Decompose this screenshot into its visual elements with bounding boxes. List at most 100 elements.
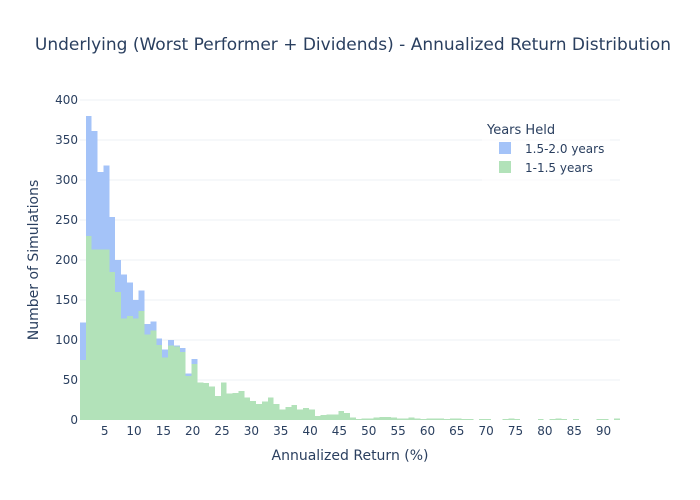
histogram-bar[interactable]	[308, 409, 315, 420]
histogram-bar[interactable]	[549, 419, 556, 420]
histogram-bar[interactable]	[344, 412, 350, 420]
histogram-bar[interactable]	[256, 404, 262, 420]
histogram-bar[interactable]	[602, 419, 609, 420]
y-axis-tick-labels: 0 50 100 150 200 250 300 350 400	[55, 93, 78, 427]
histogram-bar[interactable]	[91, 249, 98, 420]
legend-label-1-5-2-0-years[interactable]: 1.5-2.0 years	[525, 142, 604, 156]
x-tick-label: 85	[567, 424, 582, 438]
histogram-bar[interactable]	[361, 418, 368, 420]
histogram-bar[interactable]	[408, 417, 415, 420]
histogram-bar[interactable]	[85, 236, 92, 420]
histogram-bar[interactable]	[273, 404, 280, 420]
histogram-bar[interactable]	[279, 409, 286, 420]
y-tick-label: 250	[55, 213, 78, 227]
histogram-bar[interactable]	[185, 376, 192, 420]
histogram-bar[interactable]	[443, 419, 450, 420]
x-axis-label: Annualized Return (%)	[272, 448, 429, 464]
histogram-bar[interactable]	[109, 272, 116, 420]
legend-swatch-1-1-5-years[interactable]	[499, 161, 511, 173]
histogram-bar[interactable]	[220, 382, 227, 420]
legend-label-1-1-5-years[interactable]: 1-1.5 years	[525, 161, 593, 175]
histogram-bar[interactable]	[420, 419, 427, 420]
histogram-bar[interactable]	[103, 249, 110, 420]
histogram-bar[interactable]	[332, 414, 339, 420]
histogram-bar[interactable]	[438, 418, 444, 420]
histogram-bar[interactable]	[150, 330, 157, 420]
y-tick-label: 300	[55, 173, 78, 187]
histogram-bar[interactable]	[573, 419, 579, 420]
chart-title: Underlying (Worst Performer + Dividends)…	[35, 35, 671, 55]
histogram-bar[interactable]	[485, 419, 491, 420]
histogram-bar[interactable]	[238, 391, 245, 420]
histogram-bar[interactable]	[179, 352, 186, 420]
histogram-bar[interactable]	[449, 418, 456, 420]
histogram-bar[interactable]	[209, 386, 215, 420]
histogram-bar[interactable]	[432, 418, 439, 420]
histogram-bar[interactable]	[162, 357, 169, 420]
histogram-bar[interactable]	[414, 418, 421, 420]
histogram-bar[interactable]	[502, 419, 509, 420]
histogram-bar[interactable]	[303, 408, 309, 420]
x-tick-label: 55	[390, 424, 405, 438]
histogram-bar[interactable]	[203, 383, 210, 420]
histogram-bar[interactable]	[80, 360, 86, 420]
histogram-bar[interactable]	[461, 419, 468, 420]
x-tick-label: 75	[508, 424, 523, 438]
histogram-bar[interactable]	[596, 419, 603, 420]
histogram-bar[interactable]	[132, 318, 139, 420]
y-tick-label: 200	[55, 253, 78, 267]
histogram-bar[interactable]	[138, 311, 145, 420]
histogram-bar[interactable]	[555, 418, 562, 420]
histogram-bar[interactable]	[267, 397, 274, 420]
histogram-bar[interactable]	[191, 364, 198, 420]
histogram-bar[interactable]	[285, 407, 292, 420]
histogram-bar[interactable]	[350, 417, 356, 420]
histogram-bar[interactable]	[391, 417, 397, 420]
histogram-bar[interactable]	[297, 409, 304, 420]
histogram-bar[interactable]	[426, 418, 433, 420]
x-tick-label: 10	[126, 424, 141, 438]
histogram-bar[interactable]	[144, 334, 151, 420]
x-tick-label: 60	[420, 424, 435, 438]
histogram-bar[interactable]	[355, 419, 362, 420]
histogram-bar[interactable]	[396, 418, 403, 420]
histogram-bar[interactable]	[173, 346, 180, 420]
histogram-bar[interactable]	[215, 396, 221, 420]
histogram-bar[interactable]	[467, 419, 474, 420]
histogram-bar[interactable]	[232, 392, 239, 420]
histogram-bar[interactable]	[373, 417, 380, 420]
histogram-bar[interactable]	[156, 344, 163, 420]
histogram-bar[interactable]	[561, 419, 568, 420]
histogram-bar[interactable]	[121, 318, 127, 420]
histogram-bar[interactable]	[226, 393, 233, 420]
histogram-bar[interactable]	[479, 419, 485, 420]
histogram-bar[interactable]	[402, 418, 409, 420]
histogram-bar[interactable]	[126, 316, 133, 420]
histogram-bar[interactable]	[614, 418, 620, 420]
legend-swatch-1-5-2-0-years[interactable]	[499, 142, 511, 154]
histogram-bar[interactable]	[508, 418, 515, 420]
y-axis-label: Number of Simulations	[26, 180, 42, 341]
x-tick-label: 25	[214, 424, 229, 438]
histogram-bar[interactable]	[97, 249, 104, 420]
histogram-bar[interactable]	[537, 419, 544, 420]
histogram-bar[interactable]	[261, 401, 268, 420]
histogram-bar[interactable]	[320, 415, 327, 420]
histogram-bar[interactable]	[244, 397, 251, 420]
histogram-bar[interactable]	[115, 292, 122, 420]
histogram-bar[interactable]	[291, 404, 298, 420]
histogram-bar[interactable]	[168, 345, 174, 420]
histogram-bar[interactable]	[326, 414, 333, 420]
histogram-bar[interactable]	[514, 419, 521, 420]
histogram-bar[interactable]	[338, 411, 345, 420]
histogram-bar[interactable]	[455, 418, 462, 420]
histogram-bar[interactable]	[379, 416, 386, 420]
x-tick-label: 30	[244, 424, 259, 438]
histogram-bar[interactable]	[314, 416, 321, 420]
y-tick-label: 350	[55, 133, 78, 147]
histogram-bar[interactable]	[367, 418, 374, 420]
histogram-bar[interactable]	[197, 382, 204, 420]
histogram-bar[interactable]	[250, 400, 257, 420]
histogram-bar[interactable]	[385, 416, 392, 420]
